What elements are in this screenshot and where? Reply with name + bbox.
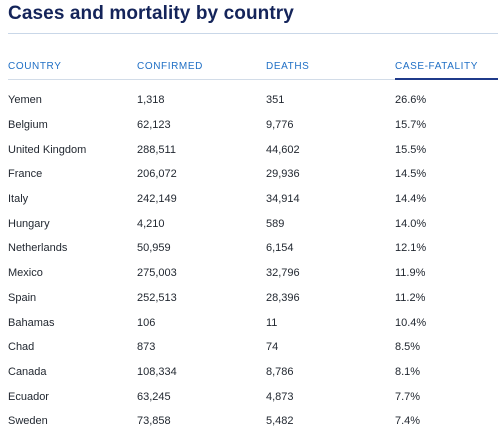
case-fatality-cell: 14.4% [395,193,427,206]
case-fatality-cell: 7.4% [395,415,421,428]
case-fatality-cell: 14.0% [395,217,427,230]
country-cell: Italy [8,193,29,206]
deaths-cell: 5,482 [266,415,294,428]
table-row: Hungary 4,210 589 14.0% [8,211,498,236]
deaths-cell: 9,776 [266,119,294,132]
confirmed-cell: 4,210 [137,217,165,230]
confirmed-cell: 206,072 [137,168,177,181]
column-header-case-fatality[interactable]: CASE-FATALITY [395,54,498,80]
country-cell: United Kingdom [8,143,87,156]
table-body: Yemen 1,318 351 26.6% Belgium 62,123 9,776 15.7… [8,79,498,434]
confirmed-cell: 242,149 [137,193,177,206]
country-cell: Spain [8,291,37,304]
case-fatality-cell: 15.5% [395,143,427,156]
country-cell: Yemen [8,94,42,107]
confirmed-cell: 63,245 [137,390,171,403]
country-cell: Hungary [8,217,50,230]
confirmed-cell: 106 [137,316,156,329]
case-fatality-cell: 11.2% [395,291,426,304]
table-row: Italy 242,149 34,914 14.4% [8,187,498,212]
case-fatality-cell: 10.4% [395,316,427,329]
column-header-country[interactable]: COUNTRY [8,54,137,80]
table-row: Yemen 1,318 351 26.6% [8,79,498,113]
case-fatality-cell: 15.7% [395,119,427,132]
table-row: Netherlands 50,959 6,154 12.1% [8,236,498,261]
deaths-cell: 44,602 [266,143,300,156]
country-cell: Sweden [8,415,48,428]
confirmed-cell: 275,003 [137,267,177,280]
column-header-confirmed[interactable]: CONFIRMED [137,54,266,80]
deaths-cell: 74 [266,341,279,354]
table-row: Spain 252,513 28,396 11.2% [8,286,498,311]
table-row: Mexico 275,003 32,796 11.9% [8,261,498,286]
case-fatality-cell: 8.1% [395,365,421,378]
table-row: Canada 108,334 8,786 8.1% [8,360,498,385]
deaths-cell: 4,873 [266,390,294,403]
confirmed-cell: 50,959 [137,242,171,255]
case-fatality-cell: 12.1% [395,242,427,255]
deaths-cell: 8,786 [266,365,294,378]
deaths-cell: 32,796 [266,267,300,280]
table-header-row: COUNTRY CONFIRMED DEATHS CASE-FATALITY [8,54,498,80]
table-row: Chad 873 74 8.5% [8,335,498,360]
country-cell: Canada [8,365,47,378]
country-cell: Belgium [8,119,48,132]
deaths-cell: 29,936 [266,168,300,181]
country-cell: France [8,168,43,181]
cases-table: COUNTRY CONFIRMED DEATHS CASE-FATALITY Y… [8,54,498,434]
case-fatality-cell: 11.9% [395,267,426,280]
table-row: United Kingdom 288,511 44,602 15.5% [8,137,498,162]
table-row: Bahamas 106 11 10.4% [8,310,498,335]
page-title: Cases and mortality by country [8,3,294,24]
deaths-cell: 6,154 [266,242,294,255]
table-row: Sweden 73,858 5,482 7.4% [8,409,498,434]
confirmed-cell: 1,318 [137,94,165,107]
confirmed-cell: 288,511 [137,143,176,156]
country-cell: Ecuador [8,390,49,403]
deaths-cell: 351 [266,94,285,107]
deaths-cell: 34,914 [266,193,300,206]
confirmed-cell: 108,334 [137,365,177,378]
confirmed-cell: 873 [137,341,156,354]
case-fatality-cell: 14.5% [395,168,427,181]
country-cell: Chad [8,341,35,354]
table-row: France 206,072 29,936 14.5% [8,162,498,187]
case-fatality-cell: 8.5% [395,341,421,354]
country-cell: Netherlands [8,242,68,255]
table-row: Ecuador 63,245 4,873 7.7% [8,384,498,409]
confirmed-cell: 62,123 [137,119,171,132]
table-row: Belgium 62,123 9,776 15.7% [8,113,498,138]
column-header-deaths[interactable]: DEATHS [266,54,395,80]
country-cell: Mexico [8,267,43,280]
confirmed-cell: 73,858 [137,415,171,428]
case-fatality-cell: 26.6% [395,94,427,107]
deaths-cell: 11 [266,316,278,329]
case-fatality-cell: 7.7% [395,390,421,403]
confirmed-cell: 252,513 [137,291,177,304]
country-cell: Bahamas [8,316,55,329]
deaths-cell: 28,396 [266,291,300,304]
deaths-cell: 589 [266,217,285,230]
title-divider [8,33,498,34]
